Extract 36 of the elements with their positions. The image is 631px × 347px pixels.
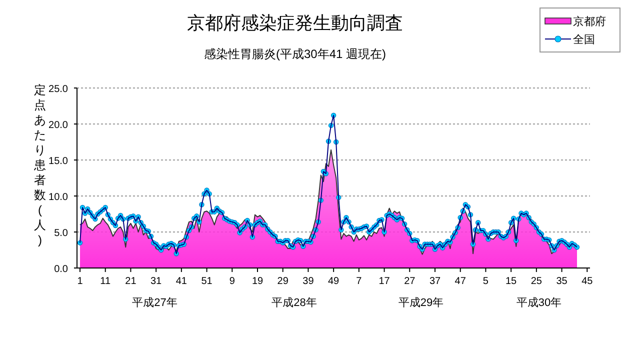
text: 平成30年 — [516, 296, 562, 309]
y-tick-label: 0.0 — [54, 264, 68, 275]
x-tick-label: 47 — [454, 276, 466, 287]
x-tick-label: 15 — [506, 276, 518, 287]
x-tick-label: 31 — [150, 276, 162, 287]
x-tick-label: 37 — [429, 276, 441, 287]
text: 定点あたり患者数(人) — [34, 83, 46, 247]
x-tick-label: 41 — [176, 276, 188, 287]
x-tick-label: 1 — [77, 276, 84, 287]
y-tick-label: 10.0 — [48, 192, 68, 203]
x-tick-label: 21 — [125, 276, 137, 287]
legend-label: 全国 — [573, 34, 595, 46]
x-tick-label: 39 — [302, 276, 314, 287]
chart-subtitle: 感染性胃腸炎(平成30年41 週現在) — [204, 47, 386, 61]
x-tick-label: 29 — [277, 276, 289, 287]
y-tick-label: 20.0 — [48, 120, 68, 131]
legend-label: 京都府 — [573, 15, 606, 28]
x-tick-label: 27 — [404, 276, 416, 287]
y-tick-label: 15.0 — [48, 156, 68, 167]
x-tick-label: 11 — [100, 276, 111, 287]
text: 平成28年 — [272, 296, 317, 309]
x-tick-label: 51 — [201, 276, 213, 287]
x-tick-label: 5 — [482, 276, 489, 287]
x-tick-label: 17 — [378, 276, 390, 287]
x-tick-label: 9 — [229, 276, 236, 287]
x-tick-label: 7 — [356, 276, 362, 287]
y-tick-label: 25.0 — [48, 84, 68, 95]
text: 平成27年 — [132, 296, 178, 309]
x-tick-label: 19 — [252, 276, 264, 287]
x-tick-label: 45 — [582, 276, 594, 287]
text: 平成29年 — [398, 296, 444, 309]
chart-title: 京都府感染症発生動向調査 — [187, 13, 403, 33]
x-tick-label: 35 — [556, 276, 568, 287]
y-tick-label: 5.0 — [54, 228, 68, 239]
x-tick-label: 25 — [530, 276, 542, 287]
x-tick-label: 49 — [328, 276, 340, 287]
